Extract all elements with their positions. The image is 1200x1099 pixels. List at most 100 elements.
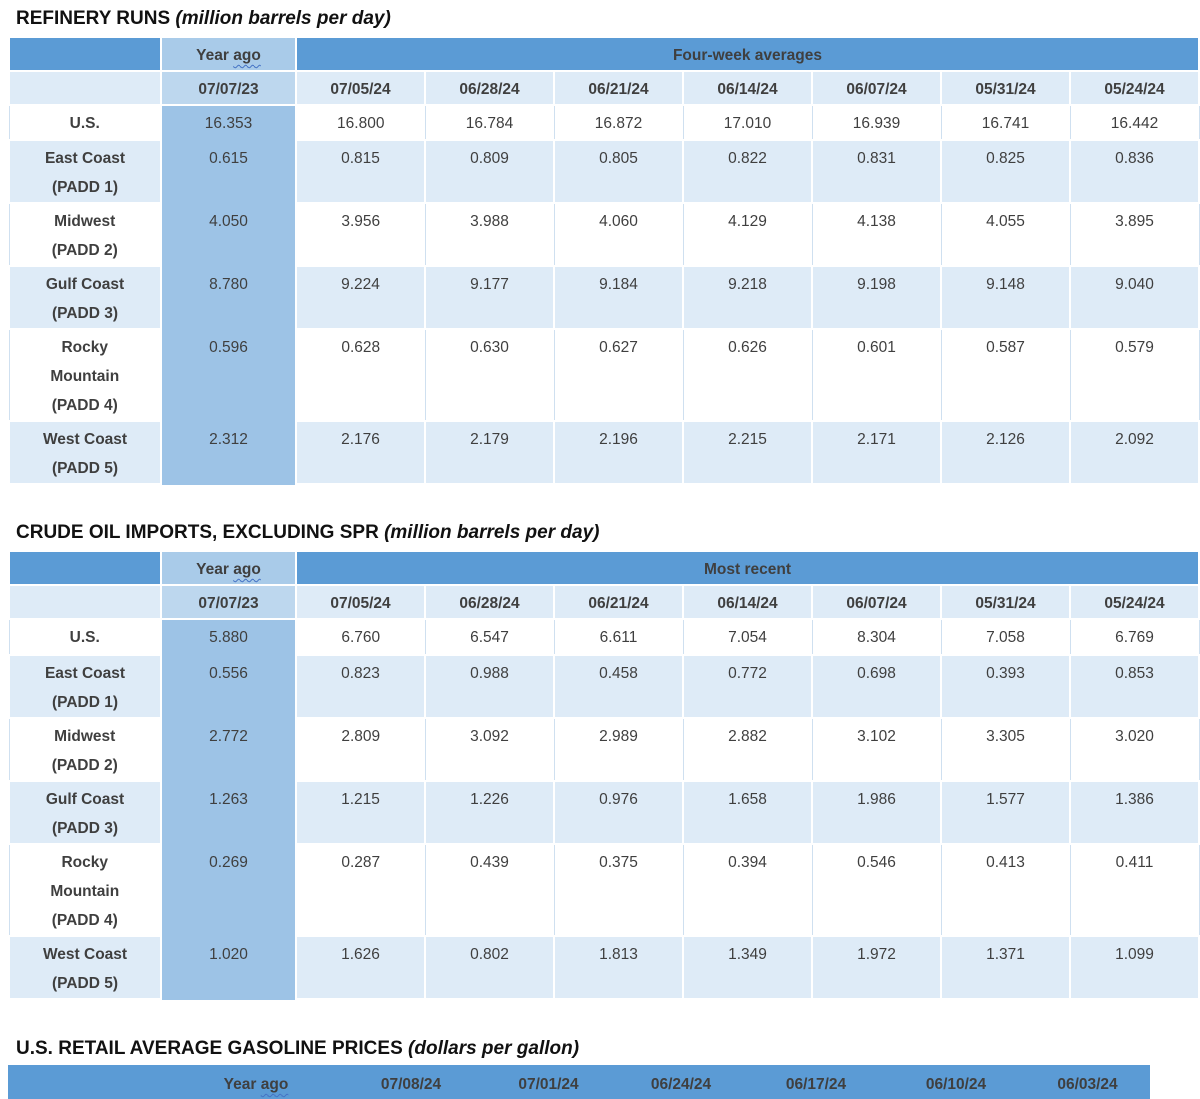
year-ago-value: 0.556 <box>160 654 297 719</box>
date-cell: 06/07/24 <box>811 70 942 106</box>
year-ago-value: 5.880 <box>160 618 297 656</box>
row-label: U.S. <box>8 104 162 141</box>
date-cell: 06/10/24 <box>885 1065 1027 1099</box>
year-ago-header: Year ago 07/10/23 <box>170 1065 342 1099</box>
group-header: Four-week averages <box>295 36 1200 72</box>
value-cell: 0.825 <box>940 139 1071 204</box>
table-row-midwest: Midwest (PADD 2) 4.050 3.956 3.988 4.060… <box>8 202 1200 267</box>
gasoline-prices-title: U.S. RETAIL AVERAGE GASOLINE PRICES (dol… <box>16 1038 1200 1060</box>
value-cell: 9.218 <box>682 265 813 330</box>
value-cell: 1.371 <box>940 935 1071 1000</box>
value-cell: 16.784 <box>424 104 555 141</box>
header-band-row: Year ago Four-week averages <box>8 36 1200 72</box>
value-cell: 0.630 <box>424 328 555 422</box>
value-cell: 6.769 <box>1069 618 1200 656</box>
value-cell: 1.626 <box>295 935 426 1000</box>
value-cell: 0.809 <box>424 139 555 204</box>
year-ago-value: 1.020 <box>160 935 297 1000</box>
value-cell: 0.394 <box>682 843 813 937</box>
row-label: Gulf Coast (PADD 3) <box>8 780 162 845</box>
year-ago-header: Year ago <box>160 550 297 586</box>
table-row-midwest: Midwest (PADD 2) 2.772 2.809 3.092 2.989… <box>8 717 1200 782</box>
value-cell: 9.148 <box>940 265 1071 330</box>
value-cell: 0.411 <box>1069 843 1200 937</box>
refinery-runs-table: Year ago Four-week averages 07/07/23 07/… <box>8 36 1200 485</box>
value-cell: 7.058 <box>940 618 1071 656</box>
year-ago-value: 8.780 <box>160 265 297 330</box>
year-ago-value: 2.312 <box>160 420 297 485</box>
value-cell: 1.813 <box>553 935 684 1000</box>
date-cell: 06/24/24 <box>615 1065 747 1099</box>
value-cell: 0.853 <box>1069 654 1200 719</box>
title-text: CRUDE OIL IMPORTS, EXCLUDING SPR <box>16 522 379 543</box>
year-ago-word: Year <box>196 47 229 64</box>
value-cell: 0.831 <box>811 139 942 204</box>
value-cell: 0.587 <box>940 328 1071 422</box>
table-row-east-coast: East Coast (PADD 1) 0.615 0.815 0.809 0.… <box>8 139 1200 204</box>
year-ago-value: 0.269 <box>160 843 297 937</box>
year-ago-value: 0.596 <box>160 328 297 422</box>
date-cell: 06/21/24 <box>553 70 684 106</box>
value-cell: 2.882 <box>682 717 813 782</box>
value-cell: 7.054 <box>682 618 813 656</box>
table-row-west-coast: West Coast (PADD 5) 2.312 2.176 2.179 2.… <box>8 420 1200 485</box>
value-cell: 0.815 <box>295 139 426 204</box>
value-cell: 2.126 <box>940 420 1071 485</box>
value-cell: 16.442 <box>1069 104 1200 141</box>
date-cell: 07/05/24 <box>295 70 426 106</box>
value-cell: 2.179 <box>424 420 555 485</box>
table-row-us: U.S. 5.880 6.760 6.547 6.611 7.054 8.304… <box>8 618 1200 656</box>
value-cell: 0.393 <box>940 654 1071 719</box>
table-row-gulf-coast: Gulf Coast (PADD 3) 1.263 1.215 1.226 0.… <box>8 780 1200 845</box>
dates-row: 07/07/23 07/05/24 06/28/24 06/21/24 06/1… <box>8 584 1200 620</box>
value-cell: 0.579 <box>1069 328 1200 422</box>
value-cell: 0.823 <box>295 654 426 719</box>
value-cell: 0.988 <box>424 654 555 719</box>
value-cell: 1.386 <box>1069 780 1200 845</box>
year-ago-value: 16.353 <box>160 104 297 141</box>
row-label: West Coast (PADD 5) <box>8 420 162 485</box>
row-label: Midwest (PADD 2) <box>8 202 162 267</box>
crude-imports-title: CRUDE OIL IMPORTS, EXCLUDING SPR (millio… <box>16 522 1200 544</box>
year-ago-date-cell: 07/07/23 <box>160 584 297 620</box>
crude-imports-table: Year ago Most recent 07/07/23 07/05/24 0… <box>8 550 1200 1000</box>
value-cell: 1.349 <box>682 935 813 1000</box>
date-cell: 05/24/24 <box>1069 70 1200 106</box>
value-cell: 3.092 <box>424 717 555 782</box>
value-cell: 1.099 <box>1069 935 1200 1000</box>
value-cell: 9.198 <box>811 265 942 330</box>
date-cell: 06/17/24 <box>745 1065 887 1099</box>
date-cell: 05/31/24 <box>940 584 1071 620</box>
year-ago-value: 1.263 <box>160 780 297 845</box>
value-cell: 0.822 <box>682 139 813 204</box>
row-label: East Coast (PADD 1) <box>8 654 162 719</box>
value-cell: 1.577 <box>940 780 1071 845</box>
value-cell: 1.972 <box>811 935 942 1000</box>
value-cell: 9.224 <box>295 265 426 330</box>
value-cell: 0.627 <box>553 328 684 422</box>
corner-cell <box>8 550 162 586</box>
title-unit-note: (million barrels per day) <box>175 8 391 29</box>
dates-row: 07/07/23 07/05/24 06/28/24 06/21/24 06/1… <box>8 70 1200 106</box>
value-cell: 0.546 <box>811 843 942 937</box>
date-cell: 07/01/24 <box>480 1065 617 1099</box>
value-cell: 2.196 <box>553 420 684 485</box>
row-label: Gulf Coast (PADD 3) <box>8 265 162 330</box>
table-row-us: U.S. 16.353 16.800 16.784 16.872 17.010 … <box>8 104 1200 141</box>
date-cell: 07/05/24 <box>295 584 426 620</box>
blank-cell <box>8 70 162 106</box>
value-cell: 0.802 <box>424 935 555 1000</box>
year-ago-value: 0.615 <box>160 139 297 204</box>
value-cell: 1.226 <box>424 780 555 845</box>
value-cell: 3.305 <box>940 717 1071 782</box>
date-cell: 06/14/24 <box>682 70 813 106</box>
value-cell: 2.989 <box>553 717 684 782</box>
gasoline-prices-table: Year ago 07/10/23 07/08/24 07/01/24 06/2… <box>8 1065 1150 1099</box>
year-ago-word-squiggled: ago <box>233 47 261 64</box>
value-cell: 2.809 <box>295 717 426 782</box>
year-ago-value: 4.050 <box>160 202 297 267</box>
value-cell: 0.439 <box>424 843 555 937</box>
value-cell: 17.010 <box>682 104 813 141</box>
year-ago-value: 2.772 <box>160 717 297 782</box>
year-ago-word-squiggled: ago <box>260 1076 289 1093</box>
